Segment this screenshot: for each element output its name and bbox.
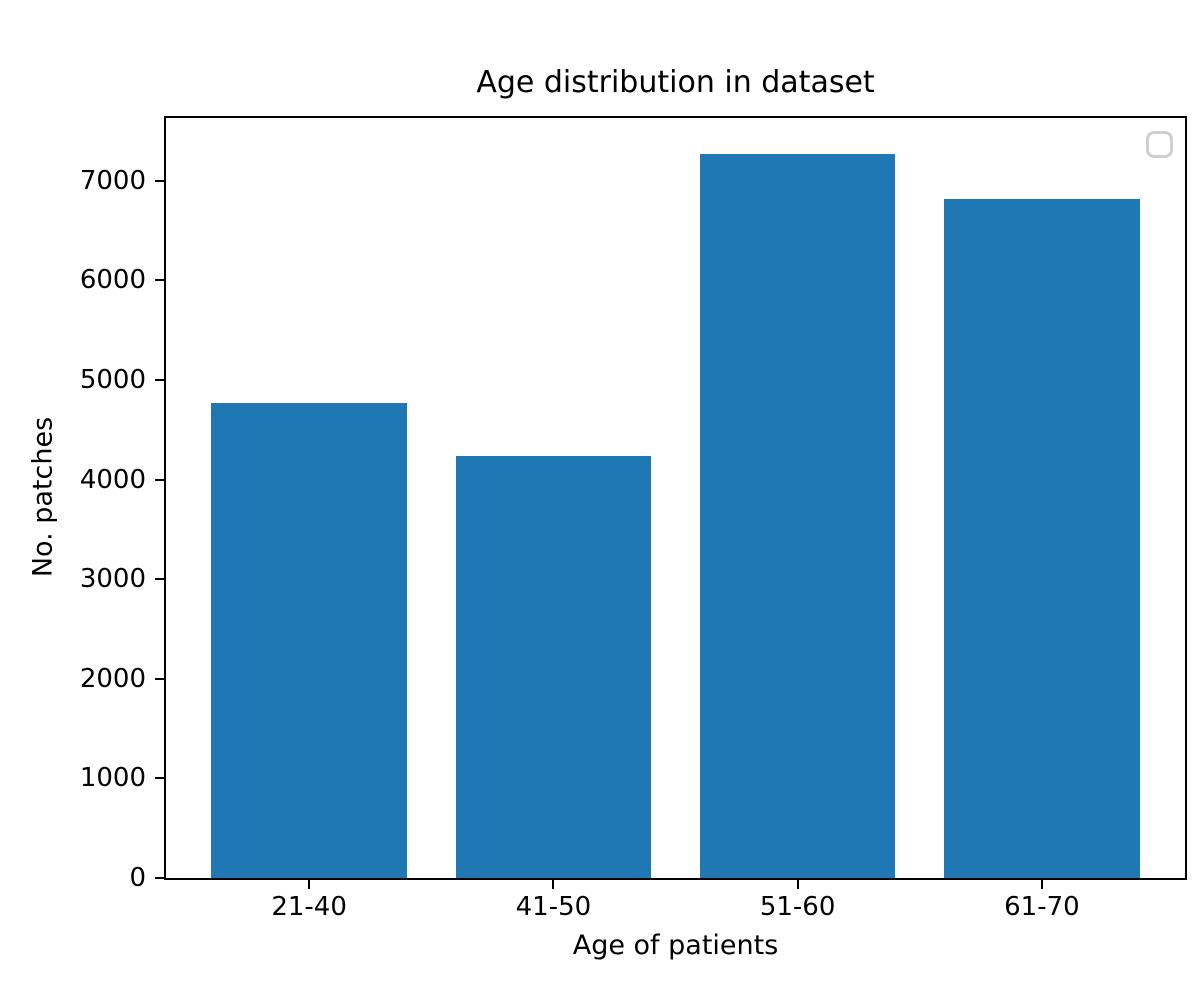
y-tick-label: 0	[129, 863, 146, 893]
x-tick-label: 61-70	[1004, 892, 1080, 922]
empty-legend-frame	[1146, 131, 1173, 158]
y-tick-mark	[155, 578, 164, 581]
y-tick-label: 3000	[79, 564, 146, 595]
y-tick-label: 5000	[79, 365, 146, 395]
y-axis-label: No. patches	[27, 416, 59, 578]
x-tick-label: 21-40	[271, 892, 347, 922]
x-tick-mark	[1040, 880, 1043, 889]
y-tick-label: 4000	[79, 464, 146, 495]
y-tick-label: 1000	[79, 763, 146, 794]
bar-21-40	[211, 402, 407, 878]
y-tick-mark	[155, 279, 164, 282]
x-tick-label: 41-50	[515, 892, 592, 922]
x-tick-label: 51-60	[759, 892, 836, 922]
bar-51-60	[699, 153, 896, 878]
x-tick-mark	[796, 880, 799, 889]
x-tick-mark	[552, 880, 555, 889]
chart-title: Age distribution in dataset	[476, 65, 875, 100]
y-tick-mark	[155, 478, 164, 481]
x-axis-label: Age of patients	[572, 930, 779, 961]
y-tick-label: 7000	[79, 165, 146, 196]
y-tick-label: 6000	[79, 265, 146, 296]
y-tick-mark	[155, 877, 164, 879]
y-tick-label: 2000	[79, 663, 146, 694]
y-tick-mark	[155, 379, 164, 381]
bar-41-50	[455, 455, 652, 878]
bar-61-70	[944, 198, 1140, 878]
y-tick-mark	[155, 179, 164, 182]
x-tick-mark	[308, 880, 311, 889]
y-tick-mark	[155, 777, 164, 780]
y-tick-mark	[155, 677, 164, 680]
